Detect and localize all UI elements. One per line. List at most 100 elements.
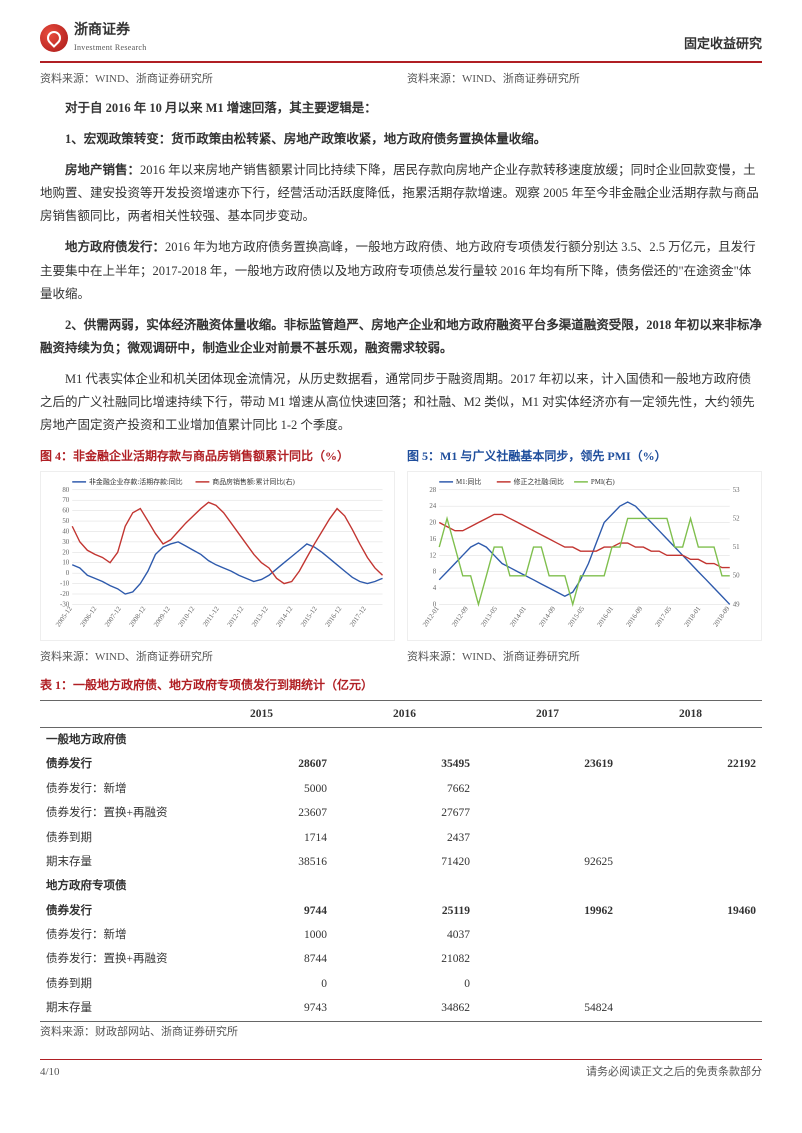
table-row-label: 债券发行：置换+再融资 [40, 801, 190, 825]
table-cell: 35495 [333, 752, 476, 776]
svg-text:非金融企业存款:活期存款:同比: 非金融企业存款:活期存款:同比 [89, 476, 183, 485]
table-cell: 23619 [476, 752, 619, 776]
svg-text:4: 4 [433, 585, 437, 592]
table-col-header: 2015 [190, 700, 333, 727]
table-section-label: 地方政府专项债 [40, 874, 762, 898]
table-row: 债券到期17142437 [40, 826, 762, 850]
source-right: 资料来源：WIND、浙商证券研究所 [407, 71, 762, 89]
table-cell: 27677 [333, 801, 476, 825]
table-cell: 4037 [333, 923, 476, 947]
table-cell [476, 777, 619, 801]
source-left: 资料来源：WIND、浙商证券研究所 [40, 71, 395, 89]
logo-icon [40, 24, 68, 52]
para-2: 1、宏观政策转变：货币政策由松转紧、房地产政策收紧，地方政府债务置换体量收缩。 [40, 128, 762, 151]
table-cell [476, 801, 619, 825]
svg-text:10: 10 [62, 559, 69, 566]
table-cell: 8744 [190, 947, 333, 971]
table-section-header: 一般地方政府债 [40, 727, 762, 752]
table-cell: 38516 [190, 850, 333, 874]
svg-text:0: 0 [66, 570, 70, 577]
svg-text:PMI(右): PMI(右) [591, 476, 615, 485]
table-cell: 25119 [333, 899, 476, 923]
table-row: 债券发行：置换+再融资2360727677 [40, 801, 762, 825]
svg-text:8: 8 [433, 568, 437, 575]
table-row: 债券发行：置换+再融资874421082 [40, 947, 762, 971]
table-row: 债券发行：新增10004037 [40, 923, 762, 947]
table-row-label: 债券发行 [40, 899, 190, 923]
svg-text:20: 20 [62, 549, 69, 556]
table-cell: 7662 [333, 777, 476, 801]
table-row-label: 债券发行：新增 [40, 777, 190, 801]
svg-text:修正之社融:同比: 修正之社融:同比 [514, 476, 564, 485]
table-row-label: 期末存量 [40, 850, 190, 874]
company-name-cn: 浙商证券 [74, 20, 147, 42]
svg-text:-20: -20 [60, 591, 70, 598]
table-row-label: 期末存量 [40, 996, 190, 1021]
table-col-header: 2017 [476, 700, 619, 727]
svg-text:52: 52 [733, 515, 740, 522]
table-cell [476, 972, 619, 996]
svg-text:70: 70 [62, 497, 69, 504]
table-cell: 92625 [476, 850, 619, 874]
page-header: 浙商证券 Investment Research 固定收益研究 [40, 20, 762, 63]
figure-row: 图 4：非金融企业活期存款与商品房销售额累计同比（%） 非金融企业存款:活期存款… [40, 447, 762, 666]
figure-4-title: 图 4：非金融企业活期存款与商品房销售额累计同比（%） [40, 447, 395, 466]
table-row: 期末存量385167142092625 [40, 850, 762, 874]
svg-text:51: 51 [733, 544, 740, 551]
table-cell [619, 801, 762, 825]
table-cell: 9744 [190, 899, 333, 923]
para-3: 房地产销售：2016 年以来房地产销售额累计同比持续下降，居民存款向房地产企业存… [40, 159, 762, 228]
svg-text:53: 53 [733, 486, 740, 493]
top-source-row: 资料来源：WIND、浙商证券研究所 资料来源：WIND、浙商证券研究所 [40, 71, 762, 89]
logo-text: 浙商证券 Investment Research [74, 20, 147, 55]
footer-disclaimer: 请务必阅读正文之后的免责条款部分 [586, 1064, 762, 1082]
para-3-text: 2016 年以来房地产销售额累计同比持续下降，居民存款向房地产企业存款转移速度放… [40, 163, 759, 223]
figure-4-source: 资料来源：WIND、浙商证券研究所 [40, 649, 395, 667]
table-cell [619, 972, 762, 996]
svg-text:49: 49 [733, 601, 740, 608]
table-cell [476, 826, 619, 850]
svg-text:12: 12 [429, 552, 436, 559]
para-4-label: 地方政府债发行： [65, 240, 165, 254]
figure-4: 图 4：非金融企业活期存款与商品房销售额累计同比（%） 非金融企业存款:活期存款… [40, 447, 395, 666]
svg-text:60: 60 [62, 507, 69, 514]
figure-5-source: 资料来源：WIND、浙商证券研究所 [407, 649, 762, 667]
company-name-en: Investment Research [74, 42, 147, 55]
svg-text:80: 80 [62, 486, 69, 493]
table-section-label: 一般地方政府债 [40, 727, 762, 752]
para-1: 对于自 2016 年 10 月以来 M1 增速回落，其主要逻辑是： [40, 97, 762, 120]
table-section-header: 地方政府专项债 [40, 874, 762, 898]
table-cell [619, 996, 762, 1021]
table-row: 债券到期00 [40, 972, 762, 996]
svg-text:商品房销售额:累计同比(右): 商品房销售额:累计同比(右) [212, 476, 295, 485]
table-row: 债券发行28607354952361922192 [40, 752, 762, 776]
table-cell: 1000 [190, 923, 333, 947]
svg-text:40: 40 [62, 528, 69, 535]
table-1-title: 表 1：一般地方政府债、地方政府专项债发行到期统计（亿元） [40, 676, 762, 695]
svg-text:16: 16 [429, 535, 436, 542]
doc-type: 固定收益研究 [684, 34, 762, 55]
table-cell [619, 850, 762, 874]
table-cell [619, 777, 762, 801]
figure-5-chart: M1:同比修正之社融:同比PMI(右)048121620242849505152… [407, 471, 762, 641]
para-4: 地方政府债发行：2016 年为地方政府债务置换高峰，一般地方政府债、地方政府专项… [40, 236, 762, 305]
company-logo: 浙商证券 Investment Research [40, 20, 147, 55]
page-footer: 4/10 请务必阅读正文之后的免责条款部分 [40, 1059, 762, 1082]
table-cell: 19460 [619, 899, 762, 923]
table-cell [619, 826, 762, 850]
table-header-row: 2015201620172018 [40, 700, 762, 727]
svg-text:24: 24 [429, 503, 436, 510]
table-row: 债券发行：新增50007662 [40, 777, 762, 801]
table-cell [476, 923, 619, 947]
table-cell: 0 [190, 972, 333, 996]
table-row-label: 债券发行：置换+再融资 [40, 947, 190, 971]
table-cell: 19962 [476, 899, 619, 923]
figure-5: 图 5：M1 与广义社融基本同步，领先 PMI（%） M1:同比修正之社融:同比… [407, 447, 762, 666]
table-cell: 1714 [190, 826, 333, 850]
table-row-label: 债券发行：新增 [40, 923, 190, 947]
table-row: 期末存量97433486254824 [40, 996, 762, 1021]
table-cell: 22192 [619, 752, 762, 776]
table-1-source: 资料来源：财政部网站、浙商证券研究所 [40, 1024, 762, 1042]
table-cell: 34862 [333, 996, 476, 1021]
table-cell: 2437 [333, 826, 476, 850]
